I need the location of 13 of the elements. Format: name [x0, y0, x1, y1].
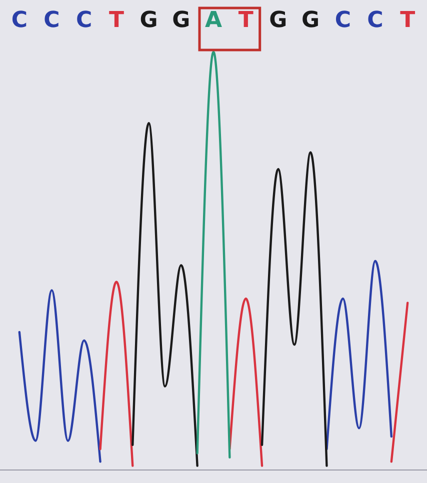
x-tick-label: C — [334, 8, 351, 33]
x-tick-label: C — [44, 8, 60, 33]
x-tick-label: G — [172, 8, 190, 33]
x-tick-label: C — [76, 8, 92, 33]
x-tick-label: G — [140, 8, 158, 33]
x-tick-label: C — [11, 8, 28, 33]
x-tick-label: T — [400, 8, 416, 33]
x-tick-label: A — [204, 8, 222, 33]
x-tick-label: G — [269, 8, 288, 33]
x-tick-label: C — [367, 8, 384, 33]
x-tick-label: T — [238, 8, 254, 33]
x-tick-label: G — [302, 8, 320, 33]
x-tick-label: T — [108, 8, 124, 33]
